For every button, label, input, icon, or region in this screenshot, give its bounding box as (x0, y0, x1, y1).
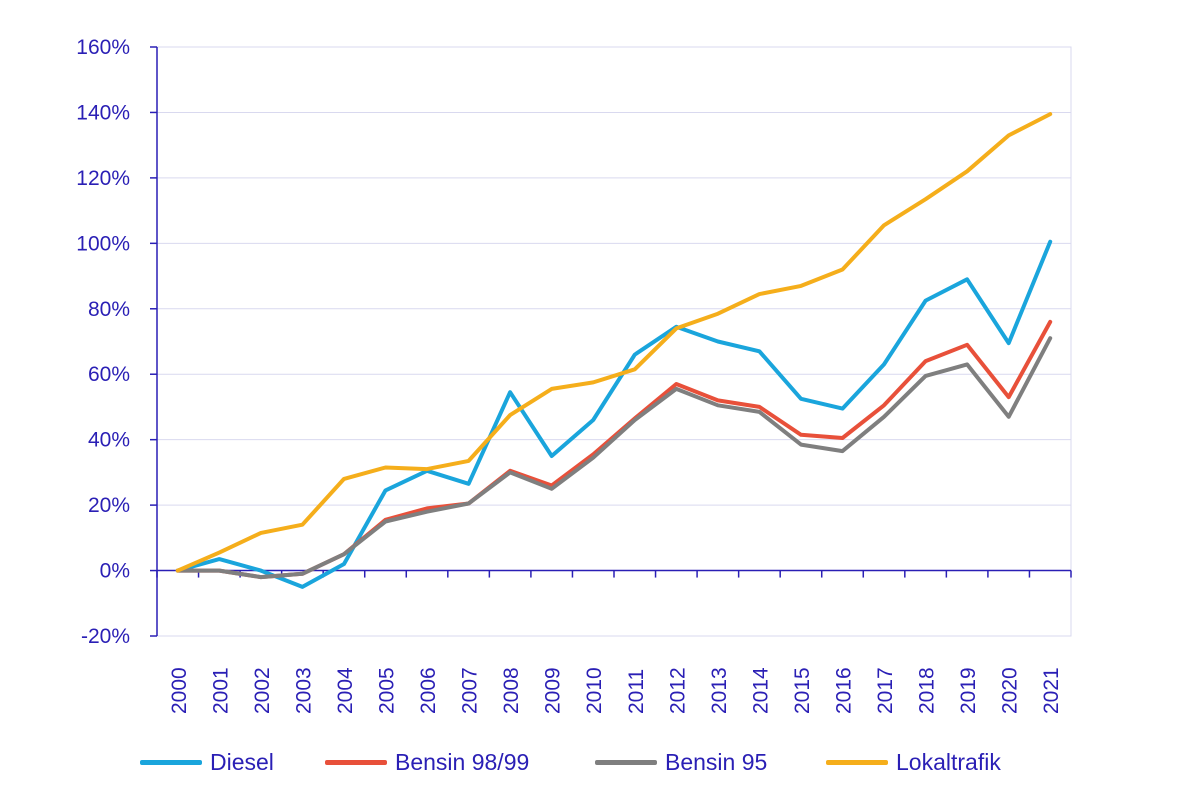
x-tick-label-2021: 2021 (1040, 667, 1063, 714)
x-tick-label-2006: 2006 (417, 667, 440, 714)
y-tick-labels: -20% 0% 20% 40% 60% 80% 100% 120% 140% 160% (76, 36, 130, 648)
x-tick-label-2016: 2016 (833, 667, 856, 714)
legend-item-diesel: Diesel (140, 742, 274, 782)
legend-item-lokaltrafik: Lokaltrafik (826, 742, 1001, 782)
x-tick-label-2011: 2011 (625, 669, 648, 714)
x-tick-label-2019: 2019 (957, 667, 980, 714)
legend-swatch-diesel (140, 759, 202, 765)
line-chart: -20%0%20%40%60%80%100%120%140%160% 2000 2… (76, 36, 1072, 714)
x-tick-label-2020: 2020 (999, 667, 1022, 714)
x-tick-labels: 2000 2001 2002 2003 2004 2005 2006 2007 2008 2009… (168, 667, 1063, 714)
series-line-lokaltrafik (175, 112, 1053, 573)
x-tick-label-2012: 2012 (666, 667, 689, 714)
x-tick-label-2018: 2018 (916, 667, 939, 714)
y-tick-label-2: 20% (88, 494, 130, 517)
x-tick-label-2004: 2004 (334, 667, 357, 714)
legend-swatch-lokaltrafik (826, 759, 888, 765)
x-tick-label-2005: 2005 (376, 667, 399, 714)
y-tick-label-9: 160% (76, 36, 130, 59)
series-line-bensin-95 (175, 336, 1053, 580)
x-tick-label-2014: 2014 (749, 667, 772, 714)
y-tick-label-8: 140% (76, 101, 130, 124)
x-tick-label-2010: 2010 (583, 667, 606, 714)
axes (150, 46, 1072, 637)
y-tick-label-7: 120% (76, 167, 130, 190)
y-tick-label-3: 40% (88, 429, 130, 452)
x-tick-label-2009: 2009 (542, 667, 565, 714)
x-tick-label-2007: 2007 (459, 667, 482, 714)
legend-swatch-bensin-98-99 (325, 759, 387, 765)
legend-label-bensin-98-99: Bensin 98/99 (395, 748, 530, 775)
x-tick-label-2003: 2003 (292, 667, 315, 714)
legend-label-lokaltrafik: Lokaltrafik (896, 748, 1001, 775)
plot-area-border (156, 46, 1072, 637)
x-tick-label-2001: 2001 (209, 667, 232, 714)
y-tick-label-4: 60% (88, 363, 130, 386)
x-tick-label-2013: 2013 (708, 667, 731, 714)
y-tick-label-1: 0% (100, 560, 130, 583)
x-tick-label-2008: 2008 (500, 667, 523, 714)
legend-label-bensin-95: Bensin 95 (665, 748, 768, 775)
x-tick-label-2015: 2015 (791, 667, 814, 714)
legend-item-bensin-98-99: Bensin 98/99 (325, 742, 529, 782)
x-tick-label-2002: 2002 (251, 667, 274, 714)
legend-swatch-bensin-95 (595, 759, 657, 765)
y-tick-label-0: -20% (81, 625, 130, 648)
legend-item-bensin-95: Bensin 95 (595, 742, 767, 782)
x-tick-label-2017: 2017 (874, 667, 897, 714)
series-line-diesel (175, 239, 1053, 589)
series-lines (175, 112, 1053, 589)
series-line-bensin-98-99 (175, 319, 1053, 580)
x-tick-label-2000: 2000 (168, 667, 191, 714)
y-tick-label-6: 100% (76, 232, 130, 255)
legend: Diesel Bensin 98/99 Bensin 95 Lokaltrafi… (0, 742, 1200, 782)
legend-label-diesel: Diesel (210, 748, 274, 775)
y-tick-label-5: 80% (88, 298, 130, 321)
grid-lines (157, 46, 1071, 637)
